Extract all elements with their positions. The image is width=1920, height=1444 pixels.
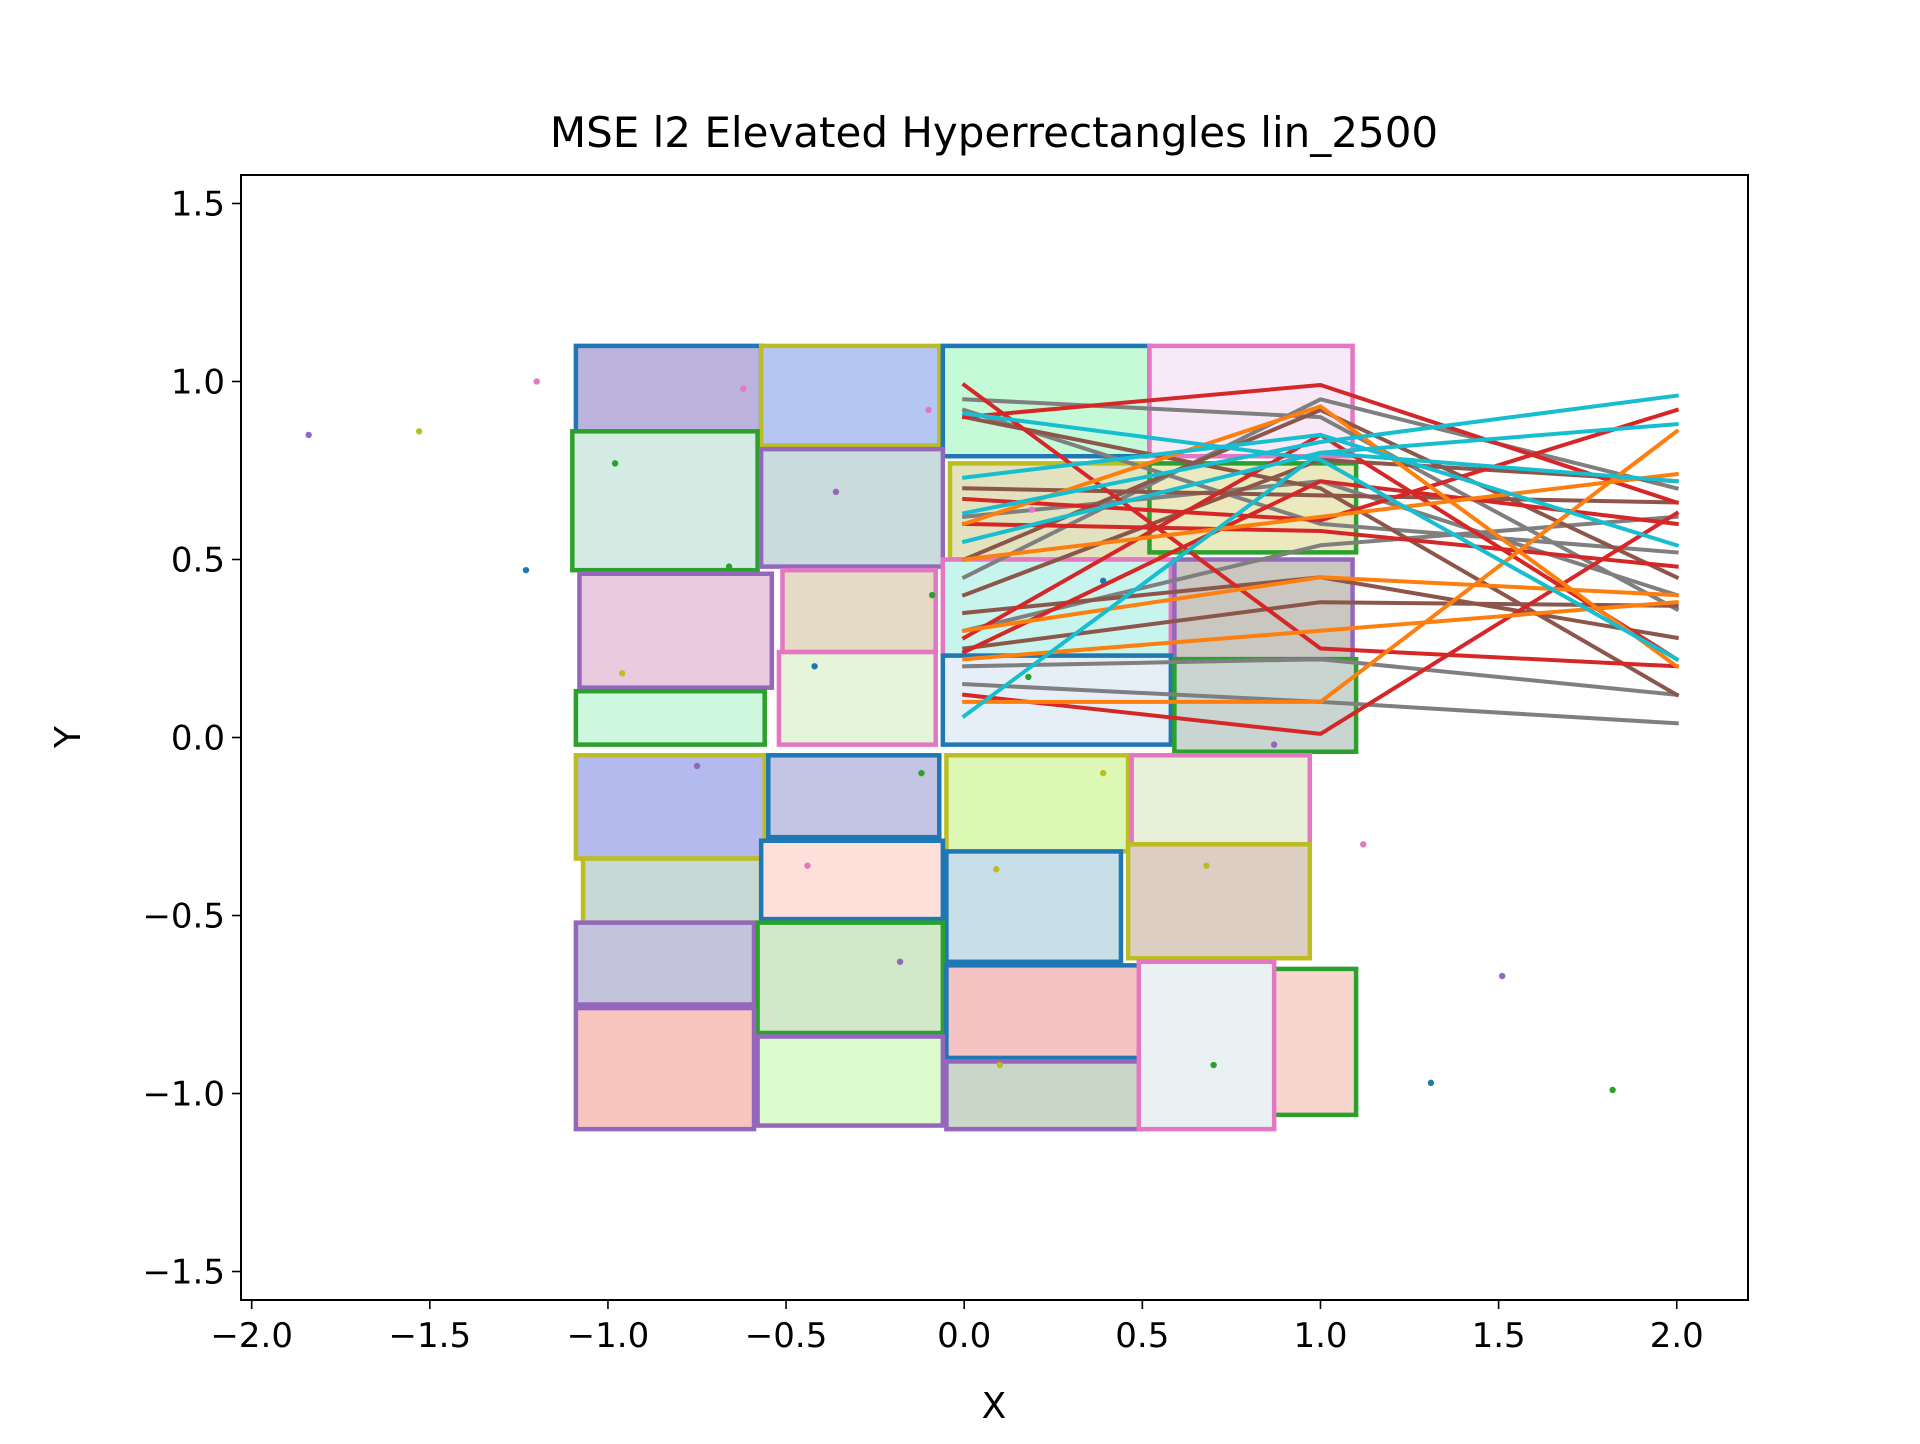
series-line-22 <box>961 575 1679 633</box>
x-tick-label-0: −2.0 <box>210 1316 293 1356</box>
hyperrectangle-8 <box>577 571 775 690</box>
hyperrectangle-1 <box>758 343 942 448</box>
series-line-5 <box>962 657 1679 697</box>
series-line-7 <box>961 414 1680 698</box>
x-tick-label-4: 0.0 <box>937 1316 991 1356</box>
series-line-23 <box>962 600 1679 662</box>
y-tick-label-3: 0.0 <box>171 719 225 759</box>
data-point-3 <box>522 566 530 574</box>
hyperrectangle-22 <box>944 849 1124 965</box>
data-point-17 <box>1099 769 1107 777</box>
data-point-2 <box>533 378 540 385</box>
hyperrectangle-20 <box>580 856 764 925</box>
data-point-26 <box>1498 972 1506 980</box>
data-point-22 <box>1203 862 1210 869</box>
x-tick-label-7: 1.5 <box>1472 1316 1526 1356</box>
series-line-15 <box>962 407 1680 523</box>
series-line-19 <box>961 510 1680 736</box>
x-tick-label-8: 2.0 <box>1650 1316 1704 1356</box>
y-tick-label-5: 1.0 <box>171 362 225 402</box>
x-axis-label: X <box>982 1386 1007 1427</box>
hyperrectangle-15 <box>1172 656 1359 754</box>
series-line-21 <box>961 471 1679 562</box>
series-line-3 <box>961 397 1680 580</box>
data-point-14 <box>1028 506 1036 513</box>
data-point-19 <box>1360 841 1367 848</box>
y-tick-label-1: −1.0 <box>142 1075 225 1115</box>
series-line-24 <box>962 428 1680 704</box>
data-point-27 <box>1427 1079 1435 1087</box>
series-line-14 <box>962 383 1680 506</box>
plot-content <box>305 343 1680 1132</box>
hyperrectangle-23 <box>1125 842 1313 961</box>
data-point-6 <box>925 406 932 414</box>
series-line-29 <box>961 450 1679 719</box>
x-tick-label-2: −1.0 <box>567 1316 650 1356</box>
hyperrectangle-29 <box>755 1034 946 1128</box>
series-line-13 <box>961 382 1679 669</box>
hyperrectangle-30 <box>944 1059 1145 1132</box>
data-point-16 <box>918 769 925 777</box>
hyperrectangle-26 <box>944 963 1145 1061</box>
x-tick-label-1: −1.5 <box>389 1316 472 1356</box>
plot-area <box>305 343 1680 1132</box>
data-point-1 <box>415 428 423 435</box>
hyperrectangle-4 <box>570 429 760 573</box>
data-point-13 <box>1099 577 1107 585</box>
series-line-26 <box>961 432 1680 548</box>
data-point-24 <box>996 1061 1004 1069</box>
series-line-27 <box>961 393 1679 516</box>
data-point-15 <box>693 762 701 770</box>
y-tick-label-4: 0.5 <box>171 540 225 580</box>
data-point-11 <box>928 591 936 599</box>
series-line-1 <box>961 407 1679 555</box>
axis-ticks: −2.0 −1.5 −1.0 −0.5 0.0 0.5 1.0 1.5 2.0 −1.5 −1.0 −… <box>142 184 1703 1356</box>
hyperrectangle-9 <box>780 567 938 655</box>
data-point-4 <box>611 460 619 467</box>
data-point-9 <box>619 670 626 677</box>
hyperrectangle-16 <box>573 753 767 861</box>
data-point-21 <box>993 866 1000 873</box>
hyperrectangle-21 <box>758 838 946 922</box>
series-line-12 <box>961 600 1679 651</box>
data-point-7 <box>832 488 840 496</box>
hyperrectangle-5 <box>758 446 946 569</box>
hyperrectangle-25 <box>755 920 946 1036</box>
y-tick-label-2: −0.5 <box>142 897 225 937</box>
data-point-10 <box>811 663 818 670</box>
data-point-20 <box>804 862 811 869</box>
x-tick-label-6: 1.0 <box>1293 1316 1347 1356</box>
chart-title: MSE l2 Elevated Hyperrectangles lin_2500 <box>550 108 1438 157</box>
hyperrectangle-24 <box>573 920 757 1007</box>
hyperrectangle-31 <box>1136 959 1277 1132</box>
y-tick-label-6: 1.5 <box>171 184 225 224</box>
hyperrectangle-18 <box>944 753 1131 854</box>
hyperrectangle-17 <box>766 753 942 840</box>
data-point-0 <box>305 431 312 439</box>
x-tick-label-5: 0.5 <box>1115 1316 1169 1356</box>
hyperrectangle-28 <box>573 1005 757 1132</box>
series-line-16 <box>962 521 1679 569</box>
hyperrectangle-19 <box>1129 753 1313 847</box>
x-tick-label-3: −0.5 <box>745 1316 828 1356</box>
data-point-8 <box>725 563 733 570</box>
data-point-28 <box>1609 1086 1616 1094</box>
data-point-25 <box>1210 1061 1217 1069</box>
series-line-20 <box>961 404 1680 670</box>
y-tick-label-0: −1.5 <box>142 1253 225 1293</box>
hyperrectangle-12 <box>573 688 767 747</box>
series-line-25 <box>961 411 1680 662</box>
y-axis-label: Y <box>48 725 89 749</box>
data-point-18 <box>1270 741 1278 748</box>
data-point-12 <box>1025 673 1032 681</box>
data-point-23 <box>896 958 904 965</box>
hyperrectangle-13 <box>776 649 938 747</box>
data-point-5 <box>740 385 747 392</box>
